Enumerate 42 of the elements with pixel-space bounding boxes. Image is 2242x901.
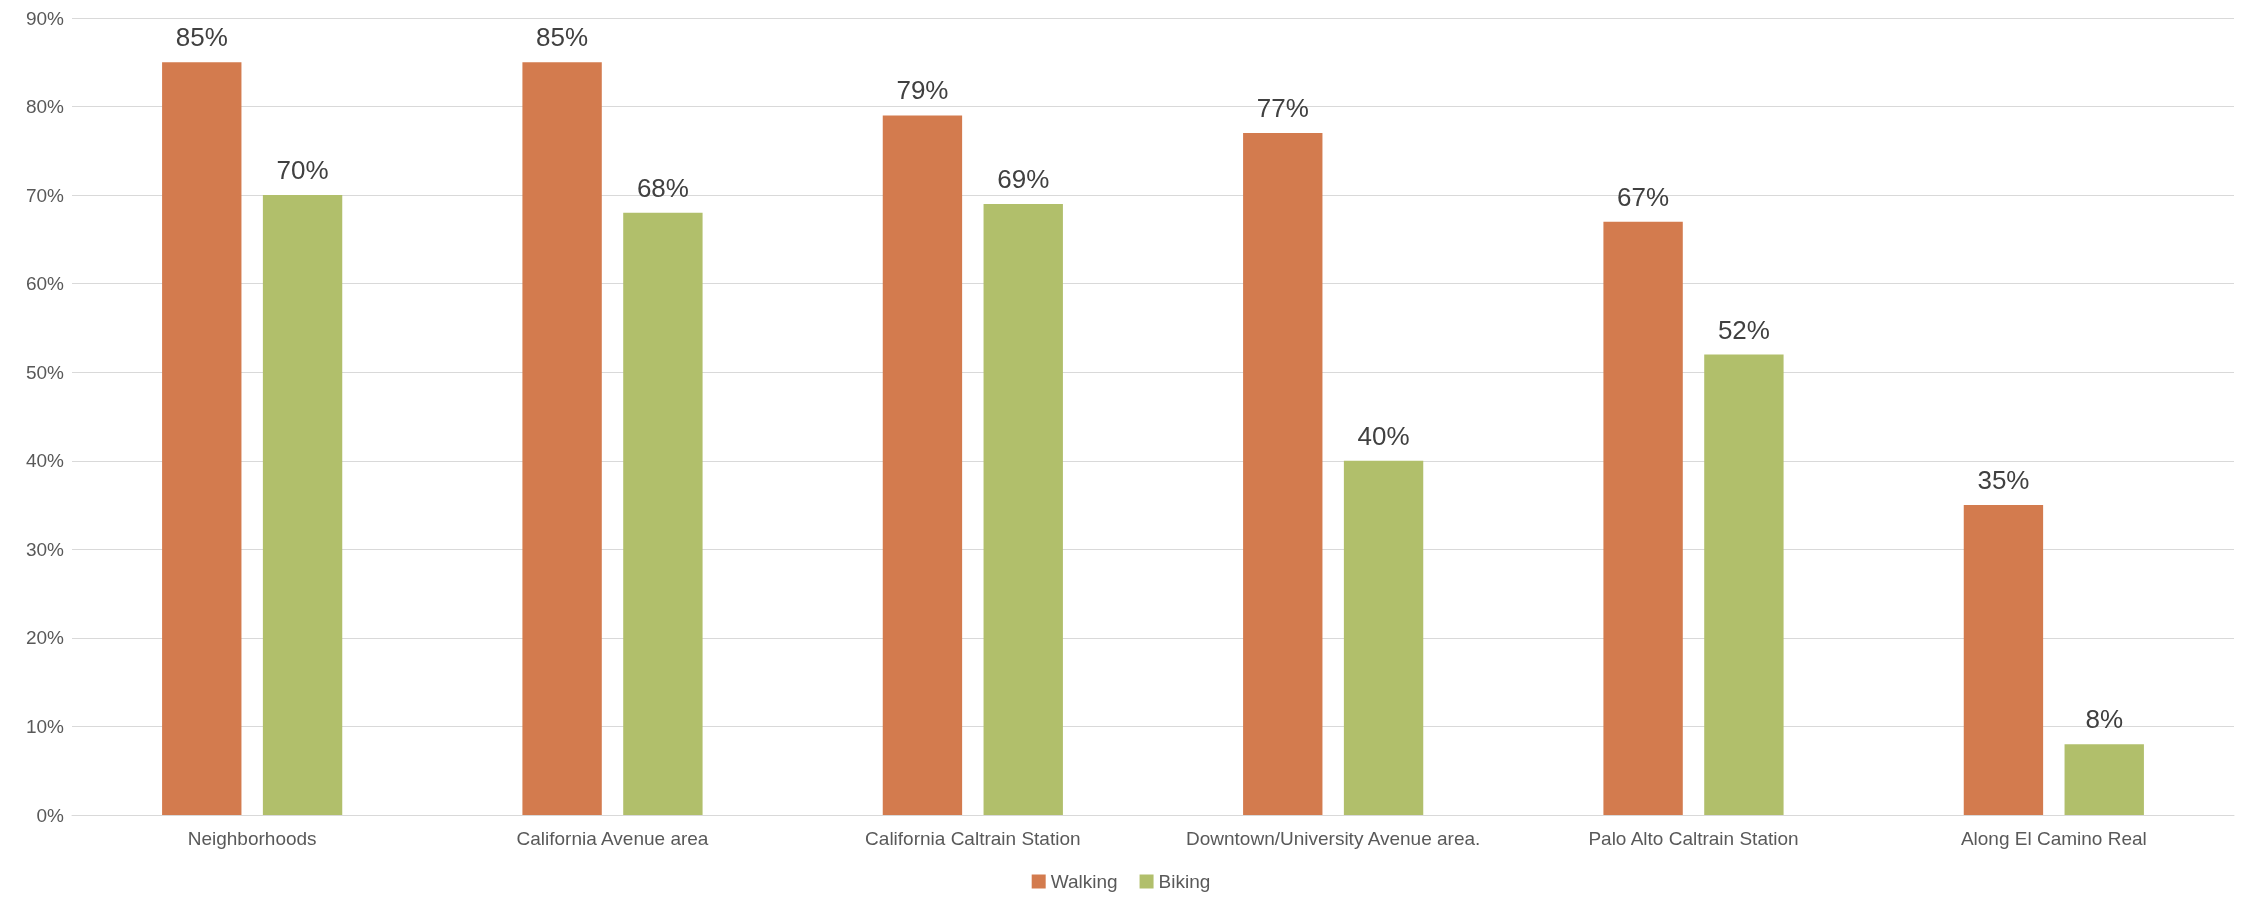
data-label: 67% xyxy=(1617,181,1670,212)
data-label: 68% xyxy=(636,172,689,203)
y-tick-label: 40% xyxy=(25,450,65,472)
data-label: 79% xyxy=(896,75,949,106)
x-tick-label: Along El Camino Real xyxy=(1960,828,2147,849)
y-tick-label: 10% xyxy=(25,715,65,737)
legend-label: Walking xyxy=(1050,871,1118,892)
bar xyxy=(1243,133,1323,815)
bar xyxy=(262,195,343,815)
bar xyxy=(882,115,963,815)
data-label: 52% xyxy=(1717,314,1770,345)
data-label: 40% xyxy=(1357,420,1410,451)
bar xyxy=(1704,354,1784,815)
bar xyxy=(623,212,703,815)
y-tick-label: 20% xyxy=(25,627,65,649)
data-label: 85% xyxy=(175,22,228,53)
bar xyxy=(983,203,1063,815)
data-label: 85% xyxy=(536,22,589,53)
x-tick-label: California Avenue area xyxy=(516,828,709,849)
y-tick-label: 0% xyxy=(36,804,65,826)
bar xyxy=(1343,460,1424,815)
y-tick-label: 50% xyxy=(25,361,65,383)
data-label: 70% xyxy=(276,155,329,186)
bar xyxy=(162,62,242,815)
bar xyxy=(522,62,602,815)
data-label: 35% xyxy=(1977,465,2030,496)
y-tick-label: 80% xyxy=(25,96,65,118)
x-tick-label: Neighborhoods xyxy=(187,828,317,849)
y-tick-label: 70% xyxy=(25,184,65,206)
bar xyxy=(1603,221,1683,815)
data-label: 77% xyxy=(1256,93,1309,124)
y-tick-label: 90% xyxy=(25,7,65,29)
y-tick-label: 60% xyxy=(25,273,65,295)
bar xyxy=(1963,505,2044,815)
legend-label: Biking xyxy=(1158,871,1211,892)
bar xyxy=(2064,744,2144,815)
data-label: 8% xyxy=(2085,704,2124,735)
x-tick-label: Palo Alto Caltrain Station xyxy=(1588,828,1799,849)
y-tick-label: 30% xyxy=(25,538,65,560)
x-tick-label: California Caltrain Station xyxy=(865,828,1081,849)
x-tick-label: Downtown/University Avenue area. xyxy=(1186,828,1481,849)
data-label: 69% xyxy=(997,163,1050,194)
